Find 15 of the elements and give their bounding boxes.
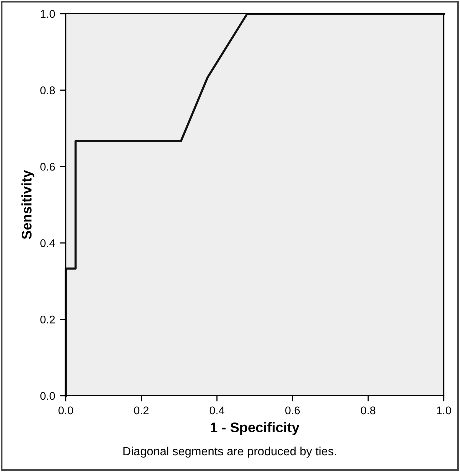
x-axis-title: 1 - Specificity [211,422,300,436]
y-tick-label: 0.8 [40,86,56,95]
x-tick-label: 1.0 [437,406,452,415]
y-tick-label: 0.4 [40,239,56,248]
y-tick-label: 0.0 [40,392,56,400]
y-tick-label: 1.0 [40,10,56,18]
y-axis-title: Sensitivity [22,170,35,240]
y-tick-label: 0.6 [40,163,56,171]
x-tick-label: 0.0 [58,406,74,415]
text: Diagonal segments are produced by ties. [124,446,336,458]
x-tick-label: 0.8 [361,406,376,415]
x-tick-label: 0.6 [286,406,300,415]
y-tick-label: 0.2 [40,316,56,324]
x-tick-label: 0.2 [134,406,149,415]
x-tick-label: 0.4 [210,406,225,415]
